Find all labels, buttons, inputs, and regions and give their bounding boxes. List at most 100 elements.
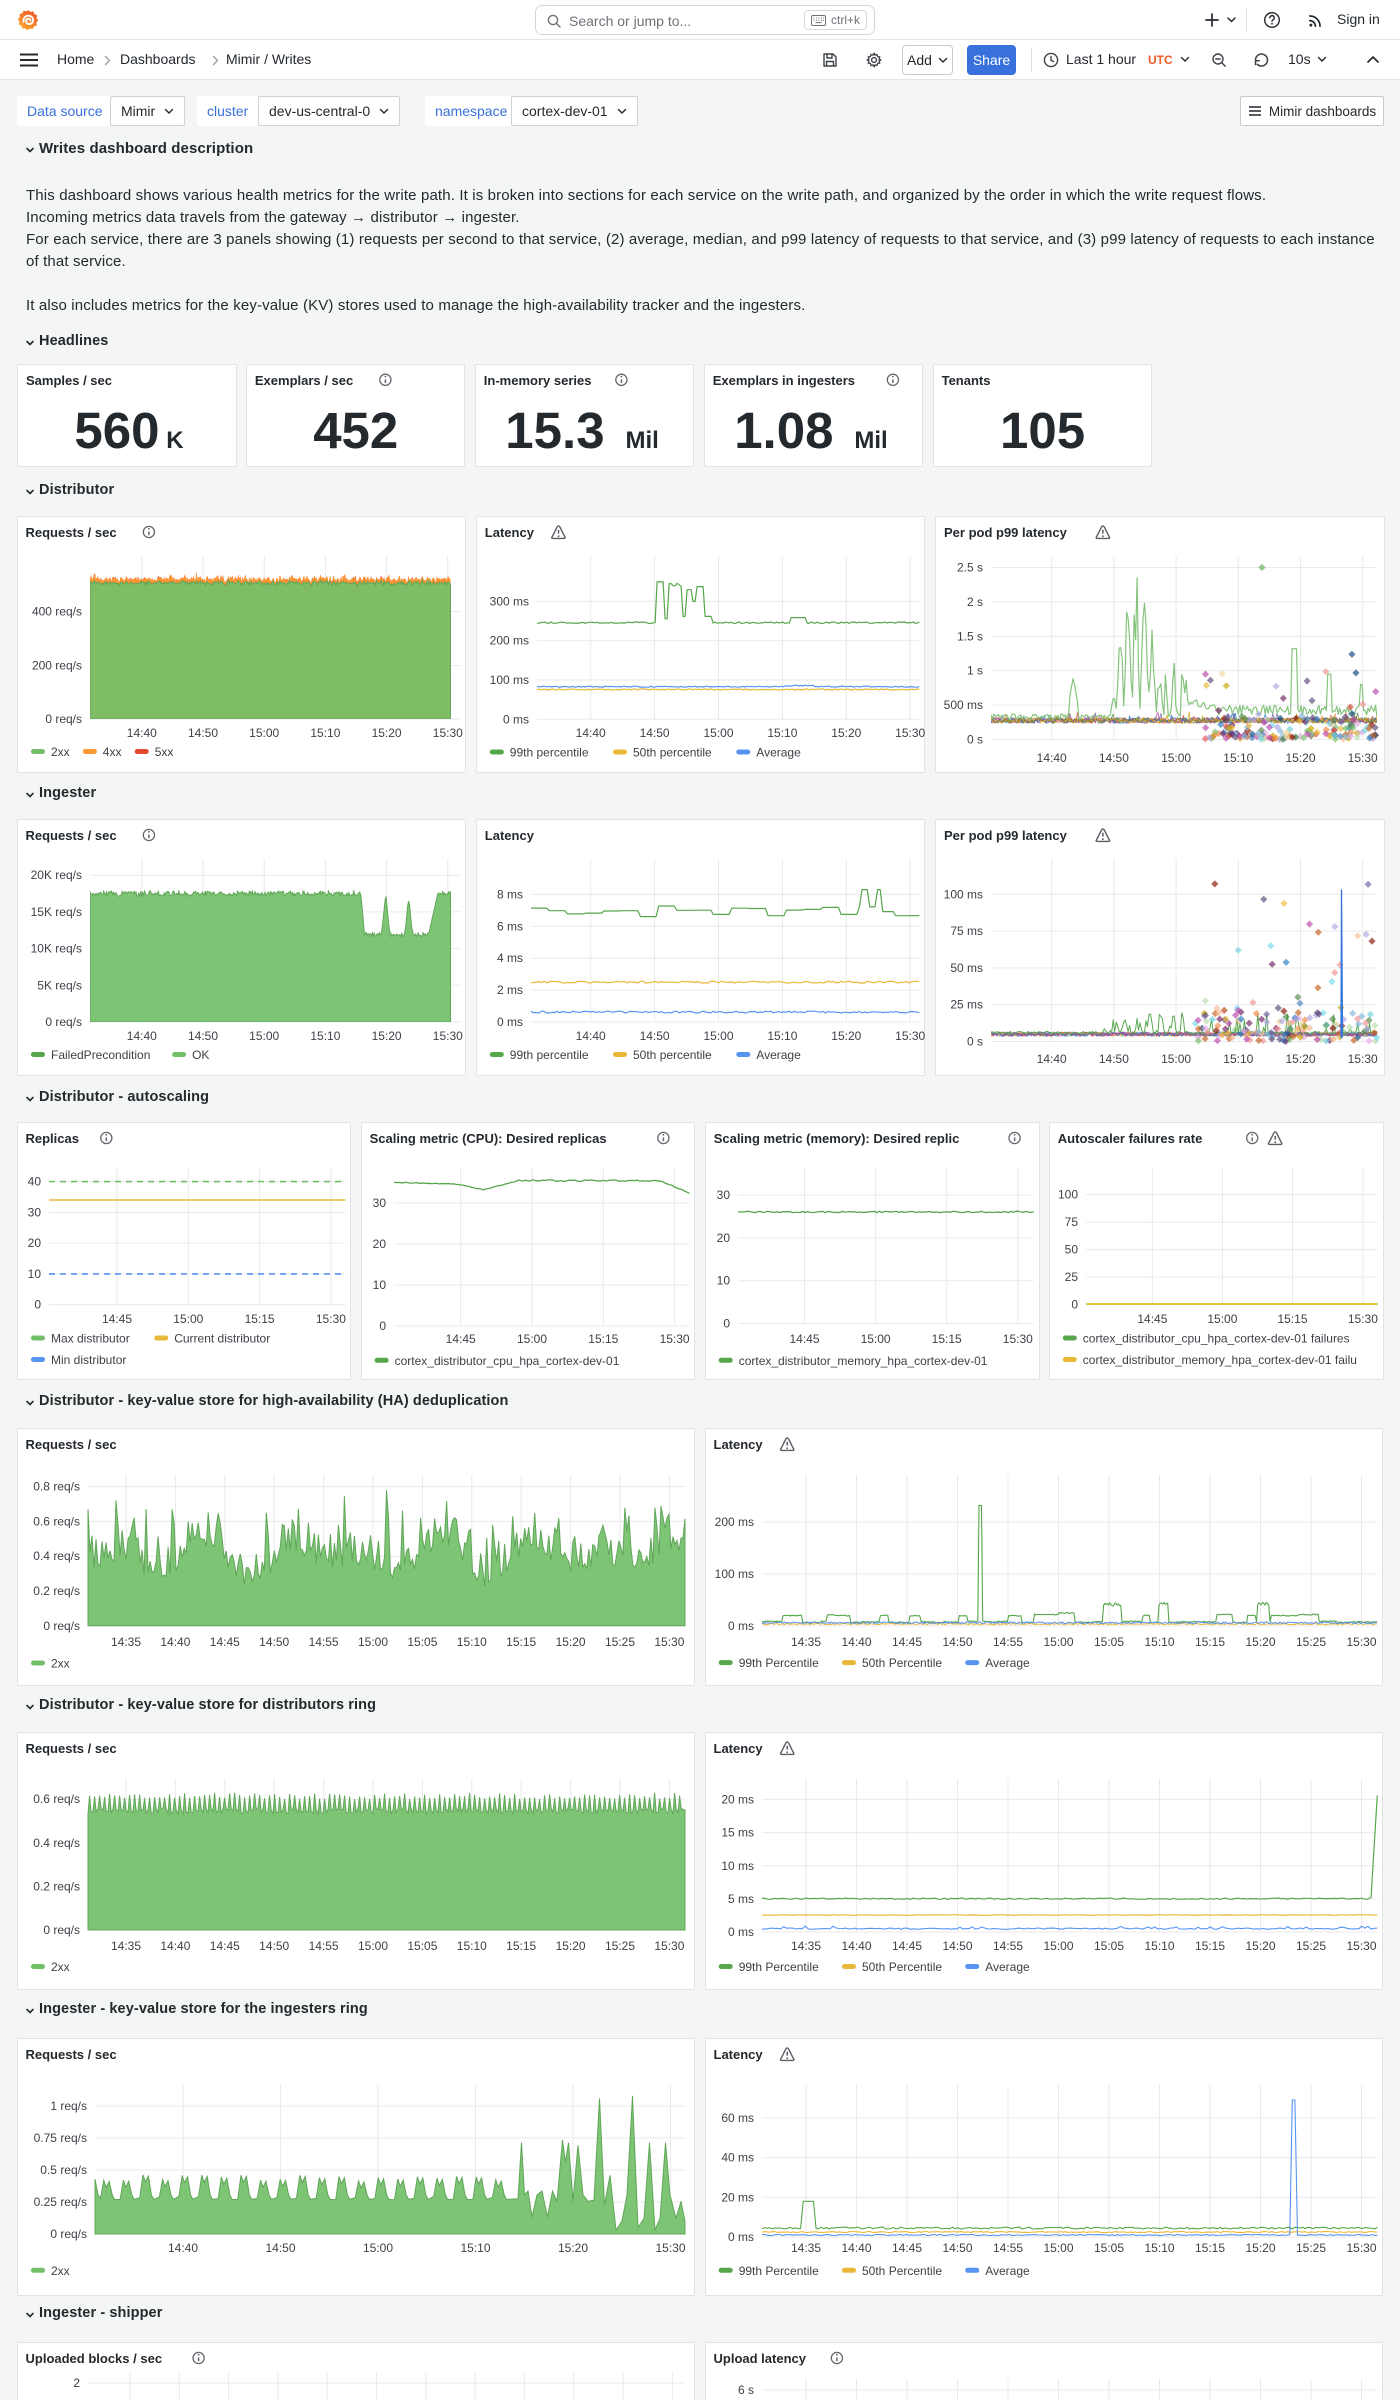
svg-text:Scaling metric (CPU): Desired: Scaling metric (CPU): Desired replicas <box>370 1131 607 1146</box>
svg-text:14:35: 14:35 <box>791 2241 821 2255</box>
svg-text:Latency: Latency <box>714 2047 764 2062</box>
svg-text:15:10: 15:10 <box>457 1939 487 1953</box>
svg-text:14:40: 14:40 <box>841 2241 871 2255</box>
svg-text:0.6 req/s: 0.6 req/s <box>33 1514 80 1528</box>
svg-text:15.3: 15.3 <box>505 402 604 459</box>
svg-text:15:05: 15:05 <box>407 1939 437 1953</box>
svg-text:15:20: 15:20 <box>372 1029 402 1043</box>
svg-text:0.4 req/s: 0.4 req/s <box>33 1549 80 1563</box>
svg-text:1.5 s: 1.5 s <box>957 629 983 643</box>
svg-text:0: 0 <box>34 1298 41 1312</box>
svg-text:15:10: 15:10 <box>310 726 340 740</box>
svg-text:15:00: 15:00 <box>703 1029 733 1043</box>
svg-text:Mil: Mil <box>626 427 659 454</box>
svg-text:0.4 req/s: 0.4 req/s <box>33 1836 80 1850</box>
svg-text:Replicas: Replicas <box>26 1131 79 1146</box>
svg-text:15:30: 15:30 <box>1348 1312 1378 1326</box>
svg-text:14:50: 14:50 <box>942 1939 972 1953</box>
svg-text:Latency: Latency <box>485 828 535 843</box>
svg-text:15:00: 15:00 <box>861 1332 891 1346</box>
svg-text:15:20: 15:20 <box>558 2241 588 2255</box>
svg-text:15:15: 15:15 <box>1195 2241 1225 2255</box>
svg-text:2 ms: 2 ms <box>497 983 523 997</box>
svg-text:14:35: 14:35 <box>791 1939 821 1953</box>
svg-text:Autoscaler failures rate: Autoscaler failures rate <box>1058 1131 1203 1146</box>
svg-text:99th Percentile: 99th Percentile <box>739 1656 819 1670</box>
svg-text:100 ms: 100 ms <box>715 1567 754 1581</box>
svg-text:14:55: 14:55 <box>309 1635 339 1649</box>
svg-text:99th percentile: 99th percentile <box>510 746 589 760</box>
svg-text:50th percentile: 50th percentile <box>633 746 712 760</box>
svg-text:15:20: 15:20 <box>1285 1052 1315 1066</box>
svg-text:50th Percentile: 50th Percentile <box>862 2264 942 2278</box>
svg-text:20 ms: 20 ms <box>721 2190 754 2204</box>
svg-text:15:20: 15:20 <box>831 726 861 740</box>
svg-text:15:20: 15:20 <box>1245 1635 1275 1649</box>
svg-text:75: 75 <box>1065 1215 1079 1229</box>
svg-text:15:10: 15:10 <box>1144 1635 1174 1649</box>
svg-text:15:20: 15:20 <box>372 726 402 740</box>
svg-text:15:00: 15:00 <box>1043 1635 1073 1649</box>
svg-text:50th percentile: 50th percentile <box>633 1048 712 1062</box>
svg-text:15:10: 15:10 <box>1144 2241 1174 2255</box>
svg-text:15:20: 15:20 <box>831 1029 861 1043</box>
svg-text:15:25: 15:25 <box>1296 1939 1326 1953</box>
svg-text:14:45: 14:45 <box>892 1635 922 1649</box>
svg-text:Average: Average <box>985 1656 1030 1670</box>
svg-text:14:40: 14:40 <box>576 726 606 740</box>
svg-text:14:50: 14:50 <box>259 1635 289 1649</box>
svg-text:Exemplars in ingesters: Exemplars in ingesters <box>713 373 855 388</box>
svg-text:15:30: 15:30 <box>654 1939 684 1953</box>
svg-text:15:10: 15:10 <box>767 726 797 740</box>
svg-text:0 s: 0 s <box>967 1035 983 1049</box>
svg-text:2xx: 2xx <box>51 745 70 759</box>
svg-text:14:45: 14:45 <box>789 1332 819 1346</box>
svg-text:40: 40 <box>28 1175 42 1189</box>
svg-text:15:15: 15:15 <box>506 1939 536 1953</box>
svg-text:Latency: Latency <box>485 525 535 540</box>
svg-text:0 ms: 0 ms <box>503 712 529 726</box>
svg-text:15:00: 15:00 <box>1043 1939 1073 1953</box>
svg-text:15:20: 15:20 <box>1285 751 1315 765</box>
svg-text:20: 20 <box>28 1236 42 1250</box>
svg-text:14:40: 14:40 <box>160 1939 190 1953</box>
svg-text:15:25: 15:25 <box>605 1635 635 1649</box>
svg-text:15:15: 15:15 <box>1195 1635 1225 1649</box>
svg-text:15:30: 15:30 <box>1346 1635 1376 1649</box>
svg-text:0 req/s: 0 req/s <box>43 1923 80 1937</box>
svg-text:14:45: 14:45 <box>446 1332 476 1346</box>
svg-text:30: 30 <box>717 1188 731 1202</box>
svg-text:100 ms: 100 ms <box>944 887 983 901</box>
svg-text:14:50: 14:50 <box>1099 751 1129 765</box>
svg-text:15:30: 15:30 <box>1003 1332 1033 1346</box>
svg-text:15:20: 15:20 <box>1245 2241 1275 2255</box>
svg-text:105: 105 <box>1000 402 1085 459</box>
svg-text:14:45: 14:45 <box>1137 1312 1167 1326</box>
svg-text:15:20: 15:20 <box>1245 1939 1275 1953</box>
svg-text:15:15: 15:15 <box>588 1332 618 1346</box>
svg-text:14:40: 14:40 <box>127 726 157 740</box>
svg-text:Exemplars / sec: Exemplars / sec <box>255 373 353 388</box>
svg-text:14:45: 14:45 <box>892 1939 922 1953</box>
svg-text:Uploaded blocks / sec: Uploaded blocks / sec <box>26 2351 163 2366</box>
svg-text:14:40: 14:40 <box>168 2241 198 2255</box>
svg-text:14:45: 14:45 <box>892 2241 922 2255</box>
svg-text:15:10: 15:10 <box>457 1635 487 1649</box>
svg-text:14:55: 14:55 <box>309 1939 339 1953</box>
svg-text:15:25: 15:25 <box>1296 2241 1326 2255</box>
svg-text:1 s: 1 s <box>967 664 983 678</box>
svg-text:99th Percentile: 99th Percentile <box>739 2264 819 2278</box>
svg-text:2: 2 <box>73 2376 80 2390</box>
svg-text:14:40: 14:40 <box>127 1029 157 1043</box>
svg-text:14:40: 14:40 <box>1037 1052 1067 1066</box>
svg-text:2xx: 2xx <box>51 1960 70 1974</box>
svg-text:14:50: 14:50 <box>640 1029 670 1043</box>
svg-text:14:45: 14:45 <box>210 1635 240 1649</box>
svg-text:25 ms: 25 ms <box>950 998 983 1012</box>
svg-text:15:30: 15:30 <box>1346 2241 1376 2255</box>
svg-text:15:10: 15:10 <box>460 2241 490 2255</box>
svg-text:15:05: 15:05 <box>407 1635 437 1649</box>
svg-text:Tenants: Tenants <box>942 373 991 388</box>
svg-text:4 ms: 4 ms <box>497 951 523 965</box>
svg-text:14:40: 14:40 <box>576 1029 606 1043</box>
